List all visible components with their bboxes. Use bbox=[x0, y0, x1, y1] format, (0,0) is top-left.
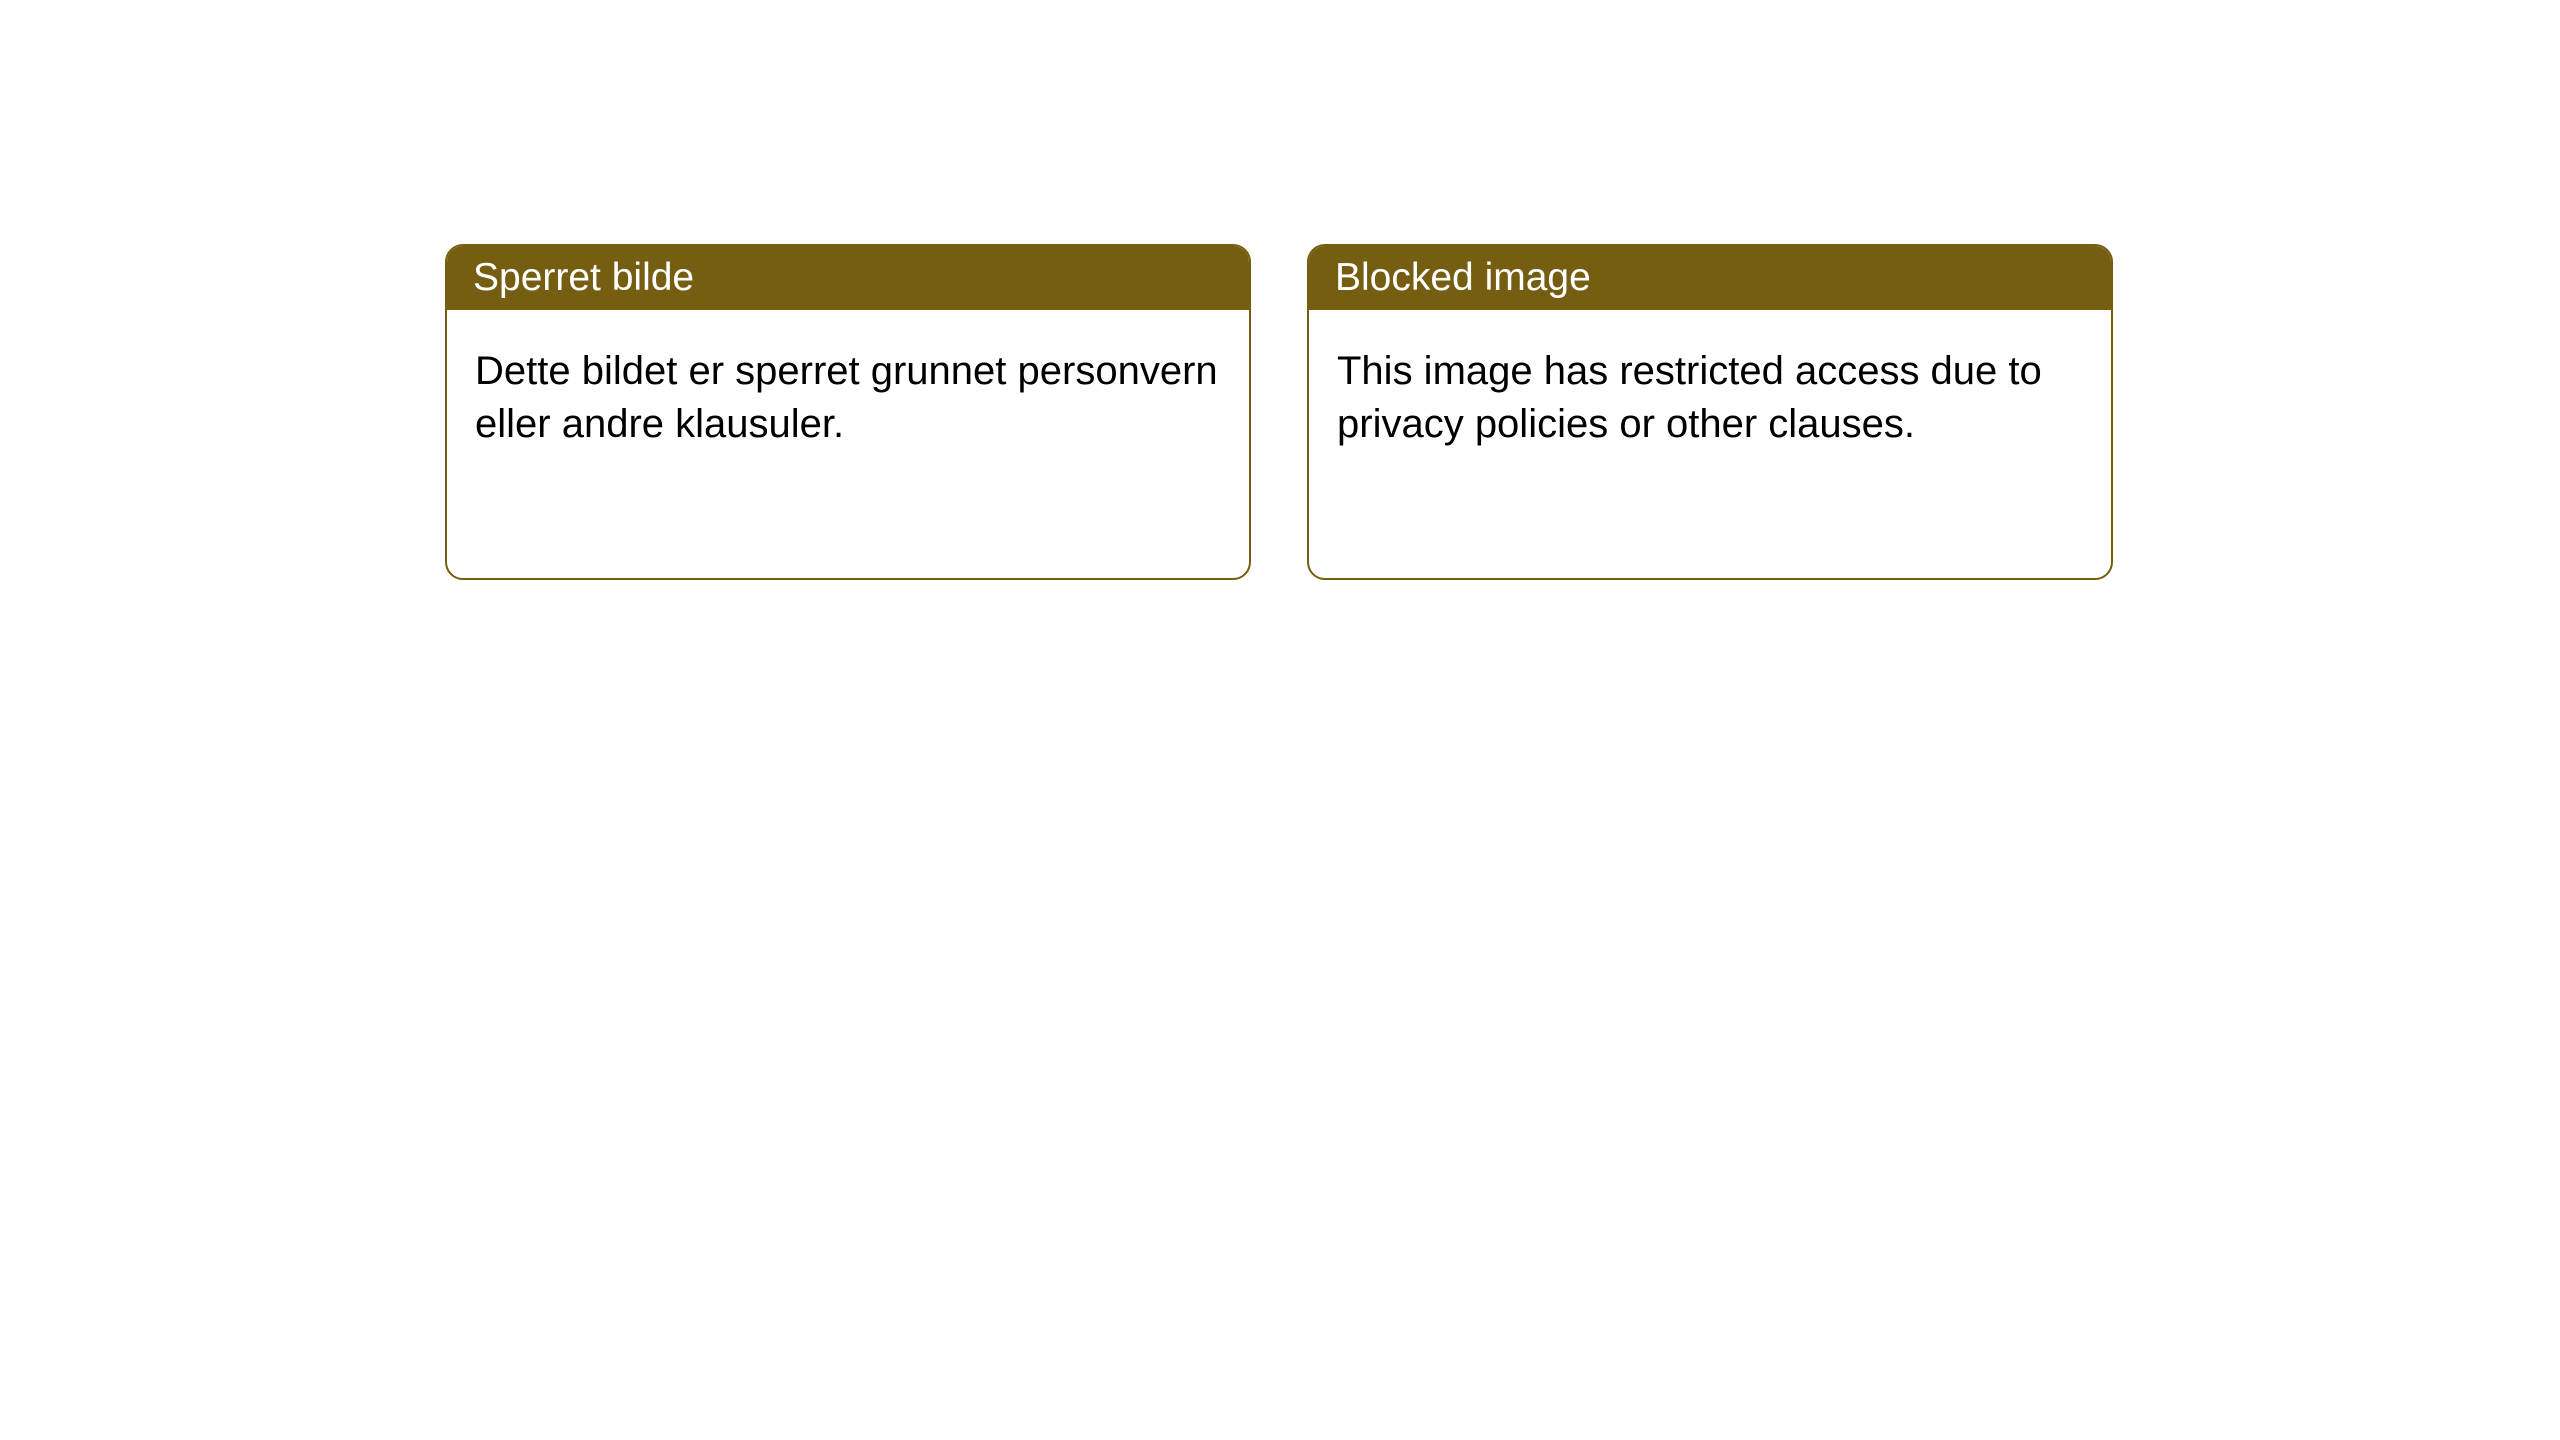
blocked-image-card-en: Blocked image This image has restricted … bbox=[1307, 244, 2113, 580]
card-body-en: This image has restricted access due to … bbox=[1309, 310, 2111, 486]
blocked-image-card-no: Sperret bilde Dette bildet er sperret gr… bbox=[445, 244, 1251, 580]
card-header-en: Blocked image bbox=[1309, 246, 2111, 310]
card-header-no: Sperret bilde bbox=[447, 246, 1249, 310]
notice-cards-container: Sperret bilde Dette bildet er sperret gr… bbox=[0, 0, 2560, 580]
card-body-no: Dette bildet er sperret grunnet personve… bbox=[447, 310, 1249, 486]
